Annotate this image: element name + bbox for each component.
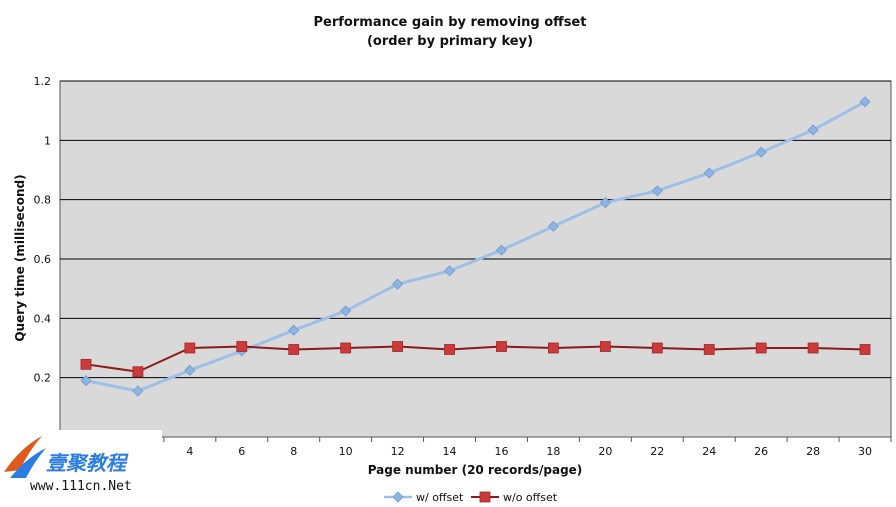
legend-label-wo-offset: w/o offset — [503, 491, 558, 503]
data-point — [859, 96, 871, 108]
legend-item-w-offset: w/ offset — [384, 491, 464, 504]
x-tick-label: 6 — [238, 445, 245, 458]
x-tick-label: 8 — [290, 445, 297, 458]
data-point — [703, 167, 715, 179]
x-tick-label: 26 — [754, 445, 768, 458]
data-point — [547, 220, 559, 232]
x-tick-label: 12 — [391, 445, 405, 458]
data-point — [444, 344, 455, 355]
legend-marker-w-offset — [392, 491, 404, 503]
data-point — [859, 344, 871, 355]
data-point — [288, 344, 300, 355]
x-tick-label: 24 — [702, 445, 716, 458]
legend-item-wo-offset: w/o offset — [471, 491, 558, 504]
data-point — [392, 341, 403, 352]
series-w-offset — [80, 96, 871, 397]
data-point — [340, 342, 352, 354]
x-tick-label: 22 — [650, 445, 664, 458]
series-wo-offset — [80, 341, 871, 378]
x-tick-label: 18 — [546, 445, 560, 458]
data-point — [755, 146, 767, 158]
x-tick-label: 30 — [858, 445, 872, 458]
watermark-url: www.111cn.Net — [30, 479, 132, 494]
x-tick-label: 4 — [186, 445, 193, 458]
y-tick-label: 0.2 — [34, 372, 52, 385]
x-tick-label: 28 — [806, 445, 820, 458]
data-point — [807, 342, 819, 354]
data-point — [132, 366, 144, 378]
watermark-logo: 壹聚教程 www.111cn.Net — [0, 430, 162, 496]
y-tick-label: 1.2 — [34, 75, 52, 88]
data-point — [443, 265, 456, 277]
chart-title: Performance gain by removing offset — [314, 15, 587, 30]
data-point — [599, 341, 611, 352]
series-line — [85, 100, 866, 393]
x-tick-label: 20 — [598, 445, 612, 458]
legend-marker-wo-offset — [479, 491, 491, 503]
data-point — [495, 244, 508, 256]
x-axis-label: Page number (20 records/page) — [368, 463, 583, 477]
data-point — [496, 341, 507, 352]
data-point — [651, 185, 663, 197]
data-point — [132, 385, 144, 397]
watermark-swoosh-icon — [4, 436, 46, 478]
y-tick-label: 0.6 — [34, 253, 52, 266]
x-tick-label: 10 — [339, 445, 353, 458]
data-point — [548, 342, 559, 354]
gridlines — [60, 80, 891, 379]
y-tick-label: 0.4 — [34, 312, 52, 325]
data-point — [392, 278, 404, 290]
data-point — [703, 344, 715, 355]
x-tick-label: 14 — [443, 445, 457, 458]
data-point — [236, 341, 248, 352]
chart-subtitle: (order by primary key) — [367, 34, 533, 49]
series-layer — [80, 96, 871, 397]
legend: w/ offset w/o offset — [384, 491, 558, 504]
data-point — [599, 197, 611, 209]
data-point — [651, 342, 663, 354]
legend-label-w-offset: w/ offset — [416, 491, 464, 503]
y-tick-label: 1 — [44, 134, 51, 147]
x-axis-ticks: 4 6 8 10 12 14 16 18 20 22 24 26 28 30 — [59, 437, 892, 458]
data-point — [755, 342, 767, 354]
data-point — [340, 305, 352, 317]
watermark-chinese: 壹聚教程 — [46, 451, 129, 475]
data-point — [184, 342, 196, 354]
data-point — [184, 364, 196, 376]
data-point — [288, 324, 300, 336]
data-point — [80, 358, 92, 370]
y-axis-label: Query time (millisecond) — [13, 174, 27, 341]
x-tick-label: 16 — [494, 445, 508, 458]
y-tick-label: 0.8 — [34, 194, 52, 207]
y-axis-ticks: 0.2 0.4 0.6 0.8 1 1.2 — [34, 75, 52, 385]
data-point — [807, 124, 819, 136]
series-line — [85, 345, 866, 373]
data-point — [80, 375, 92, 387]
